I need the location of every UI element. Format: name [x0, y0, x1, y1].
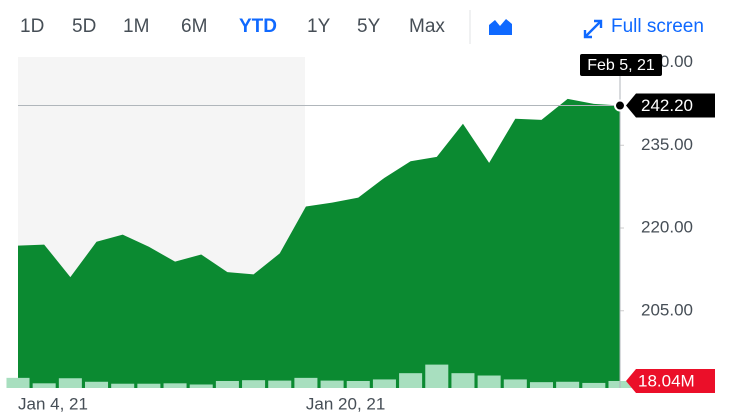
full-screen-button[interactable]: Full screen: [583, 16, 704, 39]
range-button[interactable]: 5D: [72, 16, 96, 37]
volume-bar: [451, 373, 475, 388]
range-button[interactable]: YTD: [239, 16, 277, 37]
volume-bar: [425, 364, 449, 388]
range-button[interactable]: 5Y: [357, 16, 381, 37]
range-button[interactable]: 1D: [20, 16, 44, 37]
volume-bar: [32, 383, 56, 388]
volume-bar: [189, 384, 213, 388]
range-button[interactable]: 1M: [123, 16, 149, 37]
volume-bar: [346, 380, 370, 388]
volume-bar: [529, 382, 553, 388]
volume-bar: [6, 377, 30, 388]
volume-bar: [268, 380, 292, 388]
date-tooltip-bg: [580, 54, 662, 76]
date-tooltip: Feb 5, 21: [587, 57, 655, 74]
volume-bar: [215, 380, 239, 388]
volume-bar: [399, 373, 423, 388]
volume-bar: [320, 380, 344, 388]
price-tag: 242.20: [641, 96, 693, 115]
price-area: [18, 98, 620, 388]
price-dot: [614, 99, 626, 112]
volume-bar: [85, 381, 109, 388]
volume-bar: [556, 381, 580, 388]
full-screen-icon: [583, 19, 603, 39]
y-tick-label: 220.00: [641, 218, 693, 237]
y-tick-label: 235.00: [641, 135, 693, 154]
x-tick-label: Jan 20, 21: [306, 394, 385, 413]
range-button[interactable]: 1Y: [307, 16, 331, 37]
volume-bar: [111, 383, 135, 388]
volume-tag-bg: [626, 369, 715, 393]
price-tag-bg: [626, 93, 715, 118]
volume-bar: [242, 380, 266, 388]
volume-bar: [372, 379, 396, 388]
volume-bar: [58, 378, 82, 388]
volume-bar: [163, 383, 187, 388]
range-button[interactable]: Max: [409, 16, 445, 37]
full-screen-label: Full screen: [611, 16, 704, 37]
volume-bar: [477, 375, 501, 388]
x-tick-label: Jan 4, 21: [18, 394, 88, 413]
volume-tag: 18.04M: [638, 371, 695, 390]
chart-type-icon[interactable]: [489, 19, 512, 35]
volume-bar: [294, 377, 318, 388]
volume-bar: [503, 379, 527, 388]
range-button[interactable]: 6M: [181, 16, 207, 37]
area-icon: [489, 19, 512, 35]
volume-bar: [137, 383, 161, 388]
toolbar: 1D 5D 1M 6M YTD 1Y 5Y Max: [20, 16, 445, 37]
volume-bar: [582, 382, 606, 388]
y-tick-label: 205.00: [641, 300, 693, 319]
